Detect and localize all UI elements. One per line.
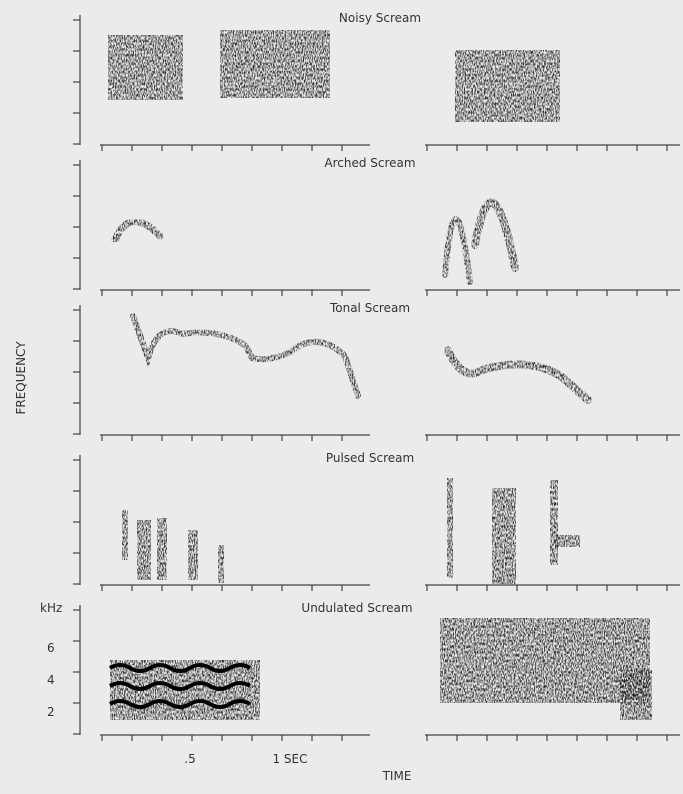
spectrogram xyxy=(220,30,330,98)
spectrogram xyxy=(447,478,453,578)
spectrogram xyxy=(440,618,650,703)
panel-title: Noisy Scream xyxy=(339,11,421,25)
spectrogram xyxy=(188,530,198,580)
panel-title: Tonal Scream xyxy=(329,301,410,315)
panel-title: Pulsed Scream xyxy=(326,451,414,465)
spectrogram xyxy=(111,217,164,244)
spectrogram xyxy=(137,520,151,580)
harmonic-band xyxy=(108,663,252,673)
spectrogram xyxy=(157,518,167,580)
y-tick-label: 4 xyxy=(47,673,55,687)
panel-title: Undulated Scream xyxy=(301,601,412,615)
spectrogram xyxy=(444,346,592,404)
y-tick-label: 2 xyxy=(47,705,55,719)
spectrogram xyxy=(130,313,361,399)
y-unit: kHz xyxy=(40,601,62,615)
y-tick-label: 6 xyxy=(47,641,55,655)
spectrogram xyxy=(620,670,652,720)
x-axis-label: TIME xyxy=(382,769,412,783)
spectrogram xyxy=(471,198,519,272)
spectrogram xyxy=(218,545,224,583)
spectrogram xyxy=(122,510,128,560)
spectrogram xyxy=(492,488,516,584)
spectrogram xyxy=(550,480,558,565)
harmonic-band xyxy=(108,681,252,691)
harmonic-band xyxy=(108,699,252,709)
x-tick-label: 1 SEC xyxy=(272,752,307,766)
spectrogram xyxy=(442,216,473,285)
spectrogram xyxy=(555,535,580,547)
x-tick-label: .5 xyxy=(184,752,195,766)
y-axis-label: FREQUENCY xyxy=(14,341,28,415)
spectrogram xyxy=(108,35,183,100)
spectrogram xyxy=(455,50,560,122)
panel-title: Arched Scream xyxy=(324,156,415,170)
